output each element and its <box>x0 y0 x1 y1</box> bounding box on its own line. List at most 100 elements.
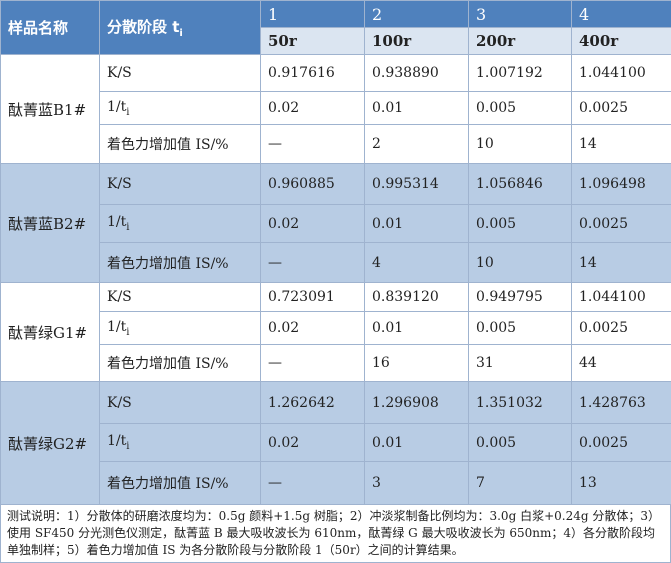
value-cell: 0.005 <box>468 423 572 462</box>
row-label: 1/t <box>107 433 127 450</box>
value-cell: 0.01 <box>364 204 469 243</box>
value-cell: 10 <box>468 242 572 283</box>
row-label: 着色力增加值 IS/% <box>107 255 229 272</box>
value-cell: 13 <box>571 461 671 505</box>
value-cell: 0.02 <box>260 423 365 462</box>
value-cell: 4 <box>364 242 469 283</box>
value-cell: 1.262642 <box>260 381 365 424</box>
sample-name-cell: 酞菁绿G2# <box>0 381 100 505</box>
row-label-cell: 1/ti <box>99 311 261 345</box>
table-row: 着色力增加值 IS/% —4 10 14 <box>1 242 671 283</box>
table-row: 着色力增加值 IS/% —16 31 44 <box>1 344 671 382</box>
value-cell: 0.0025 <box>571 311 671 345</box>
row-label: 1/t <box>107 214 127 231</box>
sample-name-cell: 酞菁绿G1# <box>0 282 100 382</box>
value-cell: 1.096498 <box>571 163 671 205</box>
table-row: 1/ti 0.02 0.01 0.005 0.0025 <box>1 311 671 345</box>
row-label-subscript: i <box>126 221 130 233</box>
value-cell: — <box>260 242 365 283</box>
header-dispersion-stage-subscript: i <box>179 28 183 39</box>
value-cell: 0.995314 <box>364 163 469 205</box>
row-label-cell: 着色力增加值 IS/% <box>99 124 261 164</box>
row-label: 1/t <box>107 98 127 115</box>
row-label: 着色力增加值 IS/% <box>107 356 229 372</box>
table-row: 1/ti 0.02 0.01 0.005 0.0025 <box>1 204 671 243</box>
test-note: 测试说明：1）分散体的研磨浓度均为：0.5g 颜料+1.5g 树脂；2）冲淡浆制… <box>0 505 671 563</box>
value-cell: 10 <box>468 124 572 164</box>
row-label-cell: K/S <box>99 381 261 424</box>
header-stage-4: 4 <box>571 0 671 28</box>
value-cell: 31 <box>468 344 572 382</box>
row-label-subscript: i <box>126 106 130 118</box>
header-rev-3: 200r <box>468 27 572 55</box>
table-row: 酞菁蓝B2# K/S 0.960885 0.995314 1.056846 1.09649… <box>0 163 671 283</box>
value-cell: 1.056846 <box>468 163 572 205</box>
header-stage-2: 2 <box>364 0 469 28</box>
value-cell: 0.01 <box>364 311 469 345</box>
table-row: 1/ti 0.02 0.01 0.005 0.0025 <box>1 91 671 125</box>
row-label: 着色力增加值 IS/% <box>107 137 229 153</box>
value-cell: 0.949795 <box>468 282 572 312</box>
value-cell: 0.01 <box>364 91 469 125</box>
header-dispersion-stage: 分散阶段 ti <box>99 0 261 55</box>
row-label-cell: 1/ti <box>99 423 261 462</box>
table-row: 1/ti 0.02 0.01 0.005 0.0025 <box>1 423 671 462</box>
row-label-cell: 着色力增加值 IS/% <box>99 461 261 505</box>
value-cell: 0.938890 <box>364 54 469 92</box>
row-label-cell: K/S <box>99 54 261 92</box>
value-cell: — <box>260 124 365 164</box>
header-stage-3: 3 <box>468 0 572 28</box>
value-cell: 2 <box>364 124 469 164</box>
header-rev-1: 50r <box>260 27 365 55</box>
value-cell: 0.960885 <box>260 163 365 205</box>
value-cell: 44 <box>571 344 671 382</box>
row-label-cell: 着色力增加值 IS/% <box>99 242 261 283</box>
row-label-cell: 着色力增加值 IS/% <box>99 344 261 382</box>
value-cell: 0.01 <box>364 423 469 462</box>
row-label: 着色力增加值 IS/% <box>107 476 229 492</box>
row-label: K/S <box>107 289 132 305</box>
header-dispersion-stage-label: 分散阶段 t <box>107 18 180 36</box>
header-stage-1: 1 <box>260 0 365 28</box>
value-cell: 0.005 <box>468 204 572 243</box>
table-row: 酞菁蓝B1# K/S 0.917616 0.938890 1.007192 1.04410… <box>0 54 671 164</box>
row-label-cell: K/S <box>99 282 261 312</box>
value-cell: 1.296908 <box>364 381 469 424</box>
row-label: K/S <box>107 65 132 81</box>
value-cell: 0.917616 <box>260 54 365 92</box>
row-label: 1/t <box>107 318 127 335</box>
value-cell: 0.02 <box>260 311 365 345</box>
value-cell: 0.839120 <box>364 282 469 312</box>
table-body: 酞菁蓝B1# K/S 0.917616 0.938890 1.007192 1.04410… <box>0 54 671 505</box>
row-label-cell: K/S <box>99 163 261 205</box>
data-table: 样品名称 分散阶段 ti 1 2 3 4 50r 100r 200r 400r … <box>0 0 671 505</box>
sample-name-cell: 酞菁蓝B1# <box>0 54 100 164</box>
value-cell: 0.0025 <box>571 204 671 243</box>
row-label: K/S <box>107 394 132 411</box>
value-cell: 0.02 <box>260 91 365 125</box>
value-cell: 16 <box>364 344 469 382</box>
table-row: 酞菁绿G2# K/S 1.262642 1.296908 1.351032 1.42876… <box>0 381 671 505</box>
value-cell: 0.005 <box>468 91 572 125</box>
value-cell: 3 <box>364 461 469 505</box>
sample-name-cell: 酞菁蓝B2# <box>0 163 100 283</box>
value-cell: 1.428763 <box>571 381 671 424</box>
value-cell: 7 <box>468 461 572 505</box>
value-cell: 0.0025 <box>571 423 671 462</box>
value-cell: 14 <box>571 124 671 164</box>
value-cell: — <box>260 344 365 382</box>
header-sample-name: 样品名称 <box>0 0 100 55</box>
header-rev-2: 100r <box>364 27 469 55</box>
value-cell: — <box>260 461 365 505</box>
value-cell: 1.351032 <box>468 381 572 424</box>
row-label-subscript: i <box>126 326 130 338</box>
value-cell: 0.005 <box>468 311 572 345</box>
table-row: 着色力增加值 IS/% —3 7 13 <box>1 461 671 505</box>
table-row: 着色力增加值 IS/% —2 10 14 <box>1 124 671 164</box>
value-cell: 0.723091 <box>260 282 365 312</box>
value-cell: 0.0025 <box>571 91 671 125</box>
table-row: 酞菁绿G1# K/S 0.723091 0.839120 0.949795 1.04410… <box>0 282 671 382</box>
row-label-cell: 1/ti <box>99 204 261 243</box>
row-label: K/S <box>107 176 132 192</box>
value-cell: 14 <box>571 242 671 283</box>
